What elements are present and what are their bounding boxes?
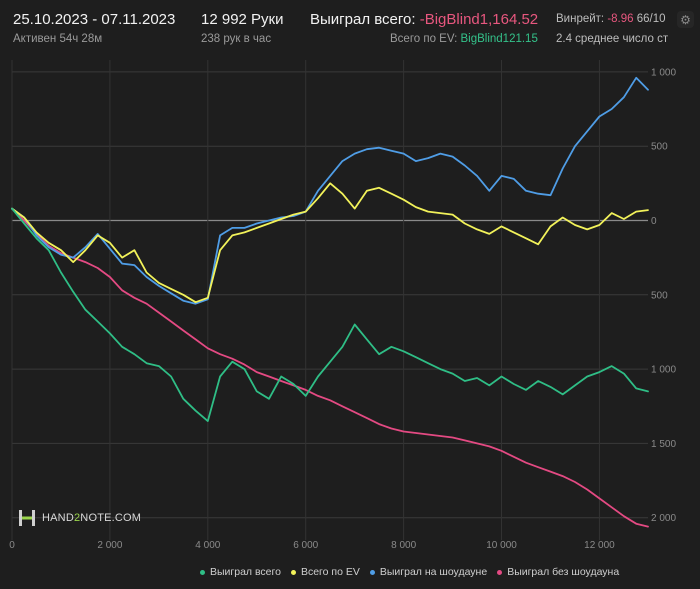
legend-label: Выиграл на шоудауне — [379, 566, 488, 578]
legend-dot — [497, 569, 503, 575]
winrate-value: -8.96 — [607, 13, 634, 25]
series-line-non-showdown — [11, 207, 649, 528]
winrate-label: Винрейт: — [556, 13, 605, 25]
y-tick-label: 500 — [651, 290, 668, 301]
y-tick-label: 1 000 — [651, 365, 676, 376]
winrate-rest: 66/10 — [636, 13, 666, 25]
legend-label: Всего по EV — [300, 566, 360, 578]
date-range[interactable]: 25.10.2023 - 07.11.2023 — [13, 11, 176, 28]
ev-total-value: BigBlind121.15 — [460, 33, 538, 45]
series-line-ev — [11, 182, 649, 304]
x-tick-label: 6 000 — [293, 540, 318, 551]
y-tick-label: 1 500 — [651, 439, 676, 450]
legend-item-non-showdown[interactable]: Выиграл без шоудауна — [497, 563, 619, 581]
x-tick-label: 12 000 — [584, 540, 615, 551]
series-layer — [11, 76, 649, 528]
ev-total: Всего по EV: BigBlind121.15 — [390, 33, 538, 45]
series-line-won-total — [11, 207, 649, 423]
y-tick-label: 2 000 — [651, 513, 676, 524]
x-tick-label: 10 000 — [486, 540, 517, 551]
avg-tables: 2.4 среднее число ст — [556, 33, 669, 45]
legend-item-won-total[interactable]: Выиграл всего — [200, 563, 281, 581]
stats-header: 25.10.2023 - 07.11.2023 Активен 54ч 28м … — [0, 0, 700, 60]
gear-icon: ⚙ — [680, 12, 691, 27]
settings-button[interactable]: ⚙ — [677, 11, 694, 28]
legend-dot — [290, 569, 296, 575]
hand2note-logo-icon — [19, 510, 35, 526]
winrate: Винрейт: -8.96 66/10 — [556, 13, 666, 25]
y-tick-label: 1 000 — [651, 67, 676, 78]
legend-dot — [369, 569, 375, 575]
legend-item-ev[interactable]: Всего по EV — [290, 563, 360, 581]
legend-dot — [200, 569, 205, 575]
legend-label: Выиграл всего — [210, 566, 281, 578]
hand2note-logo: HAND2NOTE.COM — [18, 509, 141, 527]
hands-per-hour: 238 рук в час — [201, 33, 272, 45]
tick-layer: 1 000 500 0 500 1 000 1 500 2 000 0 2 000 4 000 6 … — [9, 67, 676, 551]
x-tick-label: 2 000 — [97, 540, 122, 551]
y-tick-label: 500 — [651, 142, 668, 153]
chart-legend: Выиграл всего Всего по EV Выиграл на шоу… — [200, 563, 690, 581]
legend-item-showdown[interactable]: Выиграл на шоудауне — [369, 563, 488, 581]
x-tick-label: 0 — [9, 540, 15, 551]
y-tick-label: 0 — [651, 216, 657, 227]
series-line-showdown — [11, 76, 649, 305]
hand2note-logo-text: HAND2NOTE.COM — [42, 512, 142, 524]
won-total: Выиграл всего: -BigBlind1,164.52 — [310, 11, 538, 28]
ev-total-label: Всего по EV: — [390, 33, 458, 45]
legend-label: Выиграл без шоудауна — [507, 566, 620, 578]
hands-count: 12 992 Руки — [201, 11, 284, 28]
won-total-label: Выиграл всего: — [310, 11, 416, 28]
x-tick-label: 8 000 — [391, 540, 416, 551]
grid-layer — [11, 60, 648, 540]
x-tick-label: 4 000 — [195, 540, 220, 551]
active-time: Активен 54ч 28м — [13, 33, 103, 45]
won-total-value: -BigBlind1,164.52 — [419, 11, 539, 28]
